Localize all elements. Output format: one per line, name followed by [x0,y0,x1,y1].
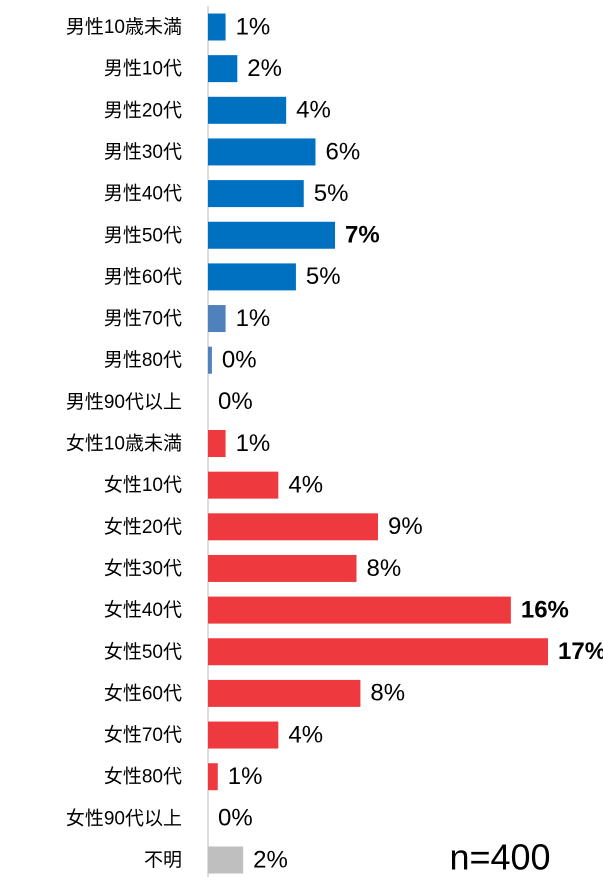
category-label: 女性20代 [104,516,182,538]
category-label: 男性40代 [104,183,182,205]
value-label: 5% [314,180,349,207]
value-label: 1% [228,763,263,790]
category-label: 不明 [144,850,182,871]
bar [208,679,361,707]
category-label: 女性80代 [104,766,182,788]
bar [208,638,548,666]
category-label: 女性30代 [104,557,182,579]
bar [208,513,378,541]
category-label: 女性10代 [104,474,182,496]
category-label: 女性60代 [104,682,182,704]
value-label: 8% [370,680,405,707]
value-label: 4% [288,471,323,498]
bar [208,596,511,624]
bar [208,55,238,83]
bar [208,763,218,791]
sample-size: n=400 [449,837,550,877]
value-label: 0% [218,388,253,415]
category-label: 男性20代 [104,99,182,121]
category-label: 男性80代 [104,349,182,371]
bar [208,846,244,874]
category-label: 女性70代 [104,724,182,746]
value-label: 0% [218,805,253,832]
category-label: 男性10代 [104,58,182,80]
category-label: 男性90代以上 [66,391,182,413]
bar [208,346,212,374]
value-label: 4% [296,97,331,124]
bar [208,554,357,582]
bar [208,263,296,291]
category-label: 女性10歳未満 [66,433,182,455]
value-label: 6% [325,138,360,165]
bar [208,180,304,208]
bar [208,221,336,249]
value-label: 0% [222,347,257,374]
bar [208,471,279,499]
bar [208,138,316,166]
value-label: 16% [521,596,569,623]
category-label: 男性70代 [104,308,182,330]
value-label: 1% [236,430,271,457]
category-label: 男性10歳未満 [66,16,182,38]
value-label: 2% [253,846,288,873]
value-label: 2% [247,55,282,82]
bar [208,430,226,457]
value-label: 1% [236,13,271,40]
category-label: 女性50代 [104,641,182,663]
category-label: 女性40代 [104,599,182,621]
value-label: 1% [236,305,271,332]
category-label: 男性50代 [104,224,182,246]
category-label: 男性60代 [104,266,182,288]
category-label: 男性30代 [104,141,182,163]
value-label: 4% [288,721,323,748]
value-label: 5% [306,263,341,290]
value-label: 17% [558,638,603,665]
value-label: 8% [367,555,402,582]
category-label: 女性90代以上 [66,807,182,829]
bar [208,96,287,124]
bar [208,721,279,749]
value-label: 7% [345,222,380,249]
value-label: 9% [388,513,423,540]
bar [208,13,226,41]
bar [208,305,226,333]
